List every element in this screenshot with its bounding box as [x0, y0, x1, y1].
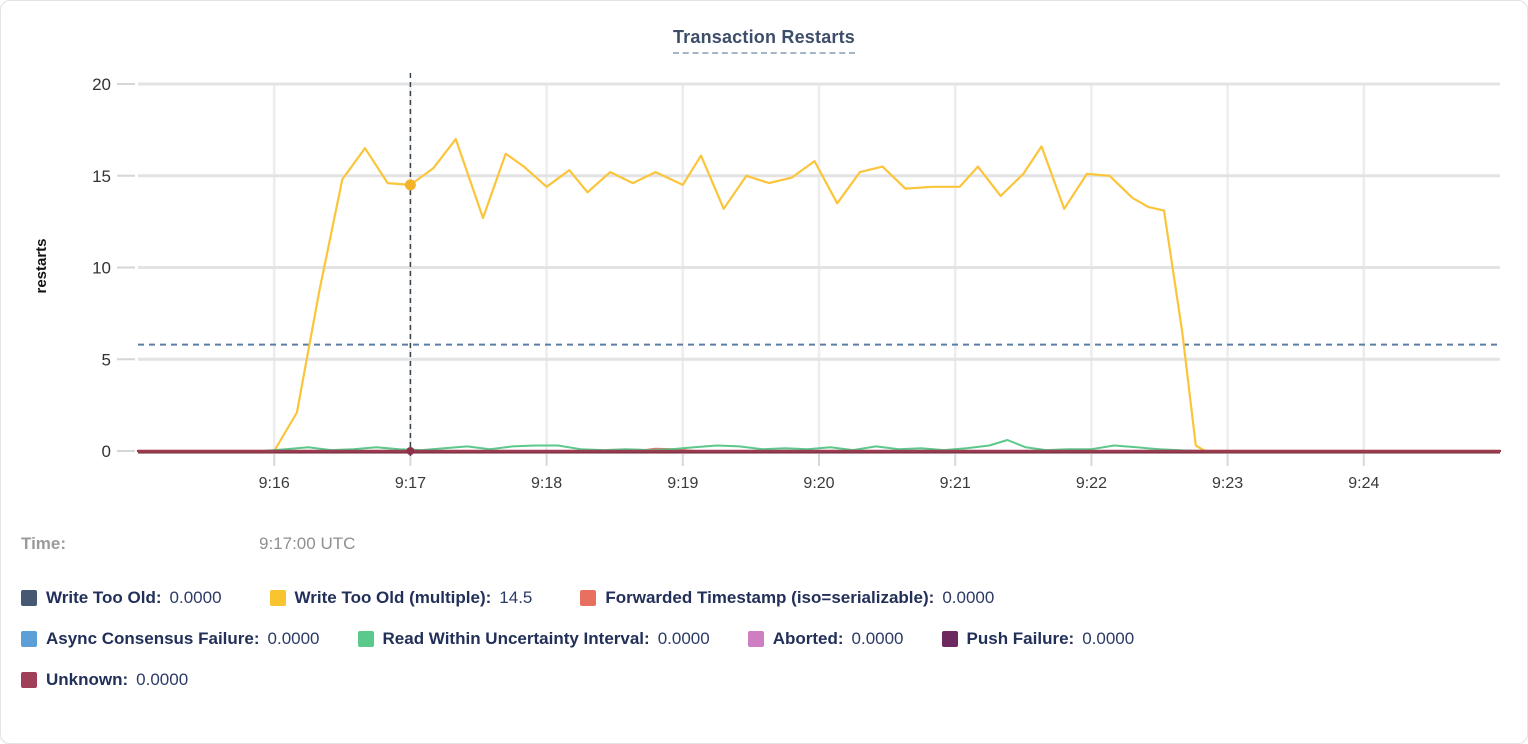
legend-item-push-failure: Push Failure: 0.0000	[941, 629, 1135, 649]
legend-label: Aborted:	[772, 629, 844, 648]
chart-title[interactable]: Transaction Restarts	[672, 27, 856, 54]
async-consensus-failure-swatch-icon	[21, 631, 37, 647]
legend-item-async-consensus-failure: Async Consensus Failure: 0.0000	[21, 629, 320, 649]
x-tick-label: 9:22	[1076, 475, 1107, 492]
legend-value: 0.0000	[657, 629, 710, 648]
x-tick-label: 9:20	[803, 475, 834, 492]
legend-value: 0.0000	[136, 670, 189, 689]
y-tick-label: 10	[92, 259, 111, 278]
legend-item-write-too-old: Write Too Old: 0.0000	[21, 588, 222, 608]
time-label: Time:	[21, 534, 67, 553]
legend-row-3: Unknown: 0.0000	[21, 670, 1521, 690]
y-tick-label: 20	[92, 75, 111, 94]
legend-label: Write Too Old:	[46, 588, 162, 607]
read-within-uncertainty-swatch-icon	[357, 631, 374, 647]
x-tick-label: 9:18	[531, 475, 562, 492]
write-too-old-multiple-swatch-icon	[269, 590, 286, 606]
series-line	[137, 439, 1501, 452]
legend-item-write-too-old-multiple: Write Too Old (multiple): 14.5	[269, 588, 533, 608]
time-value: 9:17:00 UTC	[259, 534, 356, 553]
legend-item-aborted: Aborted: 0.0000	[747, 629, 904, 649]
legend-value: 0.0000	[942, 588, 995, 607]
legend-label: Unknown:	[46, 670, 129, 689]
chart-svg: 9:16 9:17 9:18 9:19 9:20 9:21 9:22 9:23 9:24 0 5 10…	[33, 73, 1502, 492]
aborted-swatch-icon	[747, 631, 764, 647]
y-tick-label: 15	[92, 167, 111, 186]
legend-label: Write Too Old (multiple):	[294, 588, 492, 607]
legend-value: 0.0000	[1082, 629, 1135, 648]
push-failure-swatch-icon	[941, 631, 958, 647]
legend-value: 14.5	[499, 588, 533, 607]
y-tick-label: 5	[102, 350, 111, 369]
legend-item-unknown: Unknown: 0.0000	[21, 670, 188, 690]
hover-point-marker	[406, 447, 415, 455]
y-tick-label: 0	[102, 442, 111, 461]
unknown-swatch-icon	[21, 672, 37, 688]
tooltip-time-row: Time: 9:17:00 UTC	[21, 534, 1511, 558]
legend-label: Read Within Uncertainty Interval:	[382, 629, 650, 648]
legend-row-2: Async Consensus Failure: 0.0000 Read Wit…	[21, 629, 1521, 649]
x-tick-label: 9:23	[1212, 475, 1243, 492]
write-too-old-swatch-icon	[21, 590, 37, 606]
x-tick-label: 9:17	[395, 475, 426, 492]
chart-legend: Write Too Old: 0.0000 Write Too Old (mul…	[21, 588, 1521, 711]
series-line	[136, 137, 1502, 453]
y-axis-label: restarts	[33, 238, 50, 293]
legend-label: Forwarded Timestamp (iso=serializable):	[605, 588, 935, 607]
chart-title-wrap: Transaction Restarts	[1, 27, 1527, 54]
legend-value: 0.0000	[169, 588, 222, 607]
legend-value: 0.0000	[267, 629, 320, 648]
legend-item-read-within-uncertainty: Read Within Uncertainty Interval: 0.0000	[357, 629, 710, 649]
x-tick-label: 9:16	[259, 475, 290, 492]
x-tick-label: 9:19	[667, 475, 698, 492]
legend-value: 0.0000	[851, 629, 904, 648]
x-tick-label: 9:24	[1348, 475, 1379, 492]
transaction-restarts-chart[interactable]: 9:16 9:17 9:18 9:19 9:20 9:21 9:22 9:23 9:24 0 5 10…	[19, 61, 1511, 513]
legend-label: Push Failure:	[966, 629, 1075, 648]
legend-row-1: Write Too Old: 0.0000 Write Too Old (mul…	[21, 588, 1521, 608]
legend-item-forwarded-timestamp: Forwarded Timestamp (iso=serializable): …	[580, 588, 994, 608]
hover-point-marker	[404, 179, 416, 191]
forwarded-timestamp-swatch-icon	[580, 590, 597, 606]
x-tick-label: 9:21	[940, 475, 971, 492]
legend-label: Async Consensus Failure:	[46, 629, 260, 648]
